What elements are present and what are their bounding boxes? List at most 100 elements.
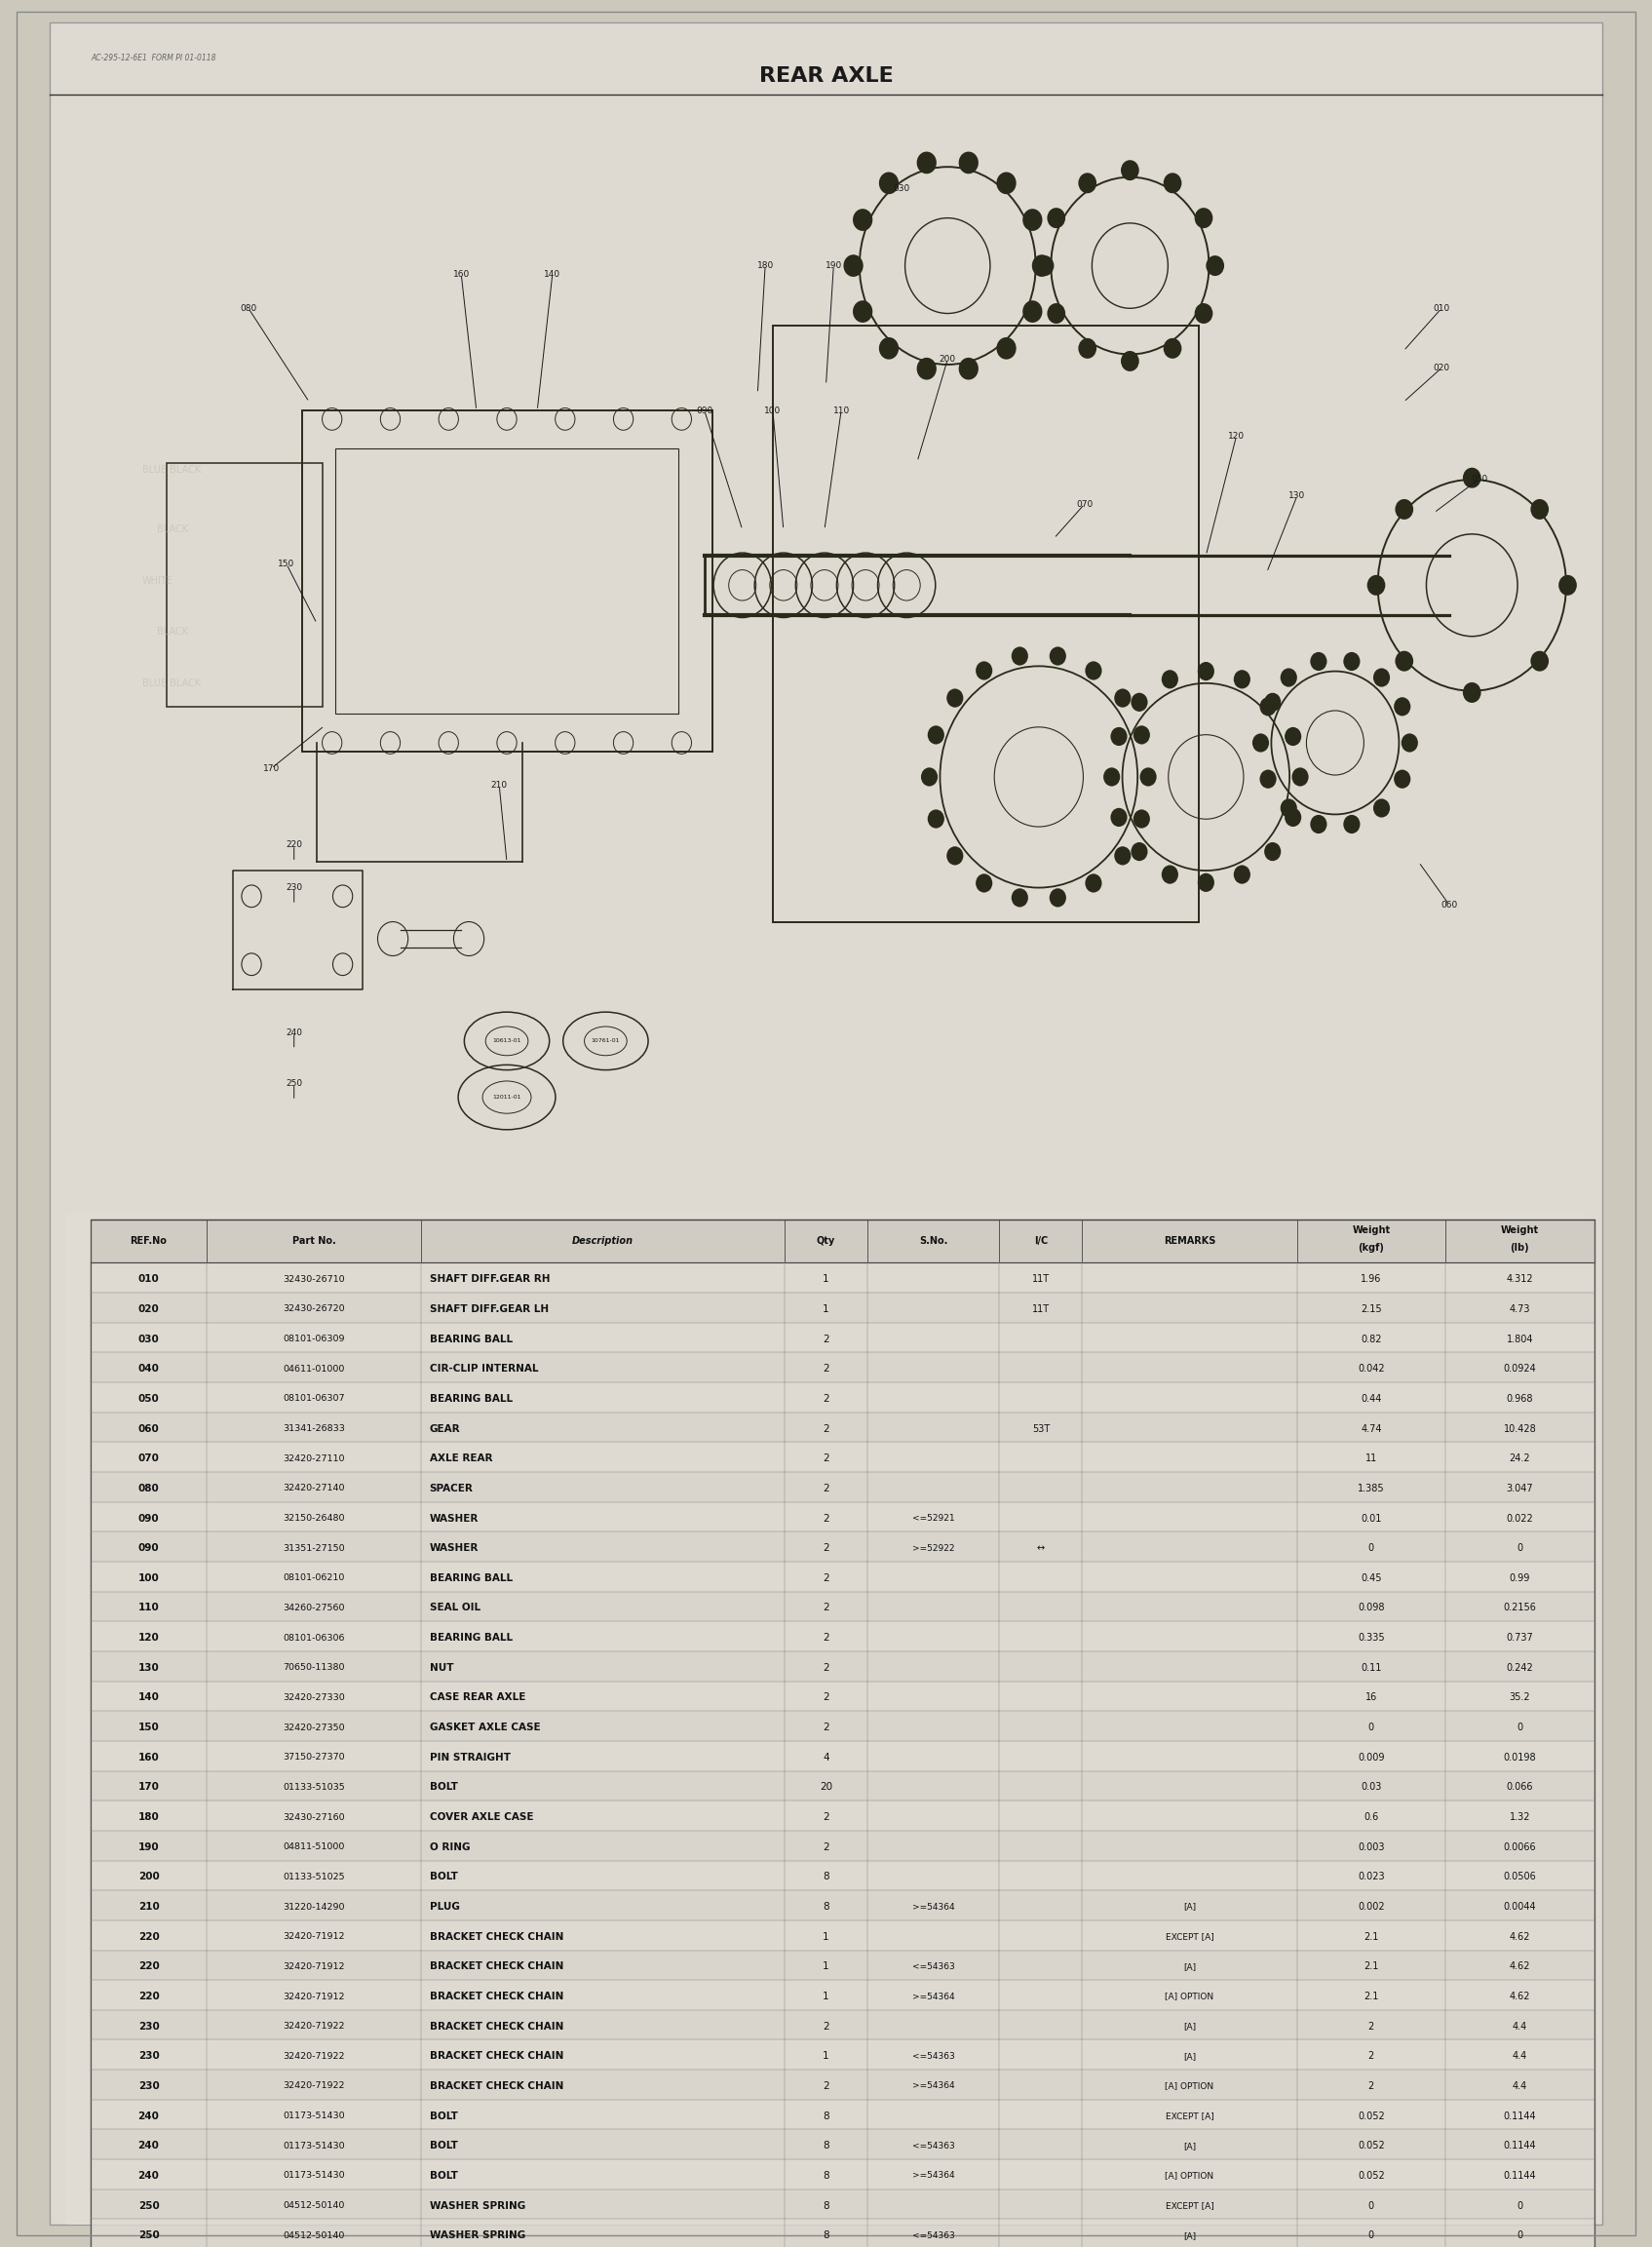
Circle shape [1394, 697, 1411, 717]
FancyBboxPatch shape [91, 1921, 1594, 1950]
Circle shape [1530, 652, 1550, 672]
Text: 2: 2 [1368, 2081, 1374, 2092]
Text: 250: 250 [286, 1079, 302, 1088]
Circle shape [1161, 865, 1178, 883]
Text: 240: 240 [139, 2171, 159, 2180]
FancyBboxPatch shape [91, 1800, 1594, 1831]
Text: 08101-06309: 08101-06309 [282, 1335, 345, 1344]
Text: 08101-06210: 08101-06210 [282, 1573, 345, 1582]
Text: 2.15: 2.15 [1361, 1303, 1381, 1314]
Circle shape [1163, 337, 1181, 360]
Text: <=54363: <=54363 [912, 2231, 955, 2240]
Text: 24.2: 24.2 [1510, 1454, 1530, 1463]
Text: 3.047: 3.047 [1507, 1483, 1533, 1494]
Text: 080: 080 [240, 303, 256, 312]
Text: 120: 120 [139, 1634, 159, 1643]
Text: 10613-01: 10613-01 [492, 1038, 522, 1043]
Text: 070: 070 [1075, 499, 1092, 508]
Text: 31351-27150: 31351-27150 [282, 1544, 345, 1553]
Text: WHITE: WHITE [142, 575, 173, 586]
Text: 32420-71912: 32420-71912 [282, 1962, 345, 1971]
Text: 0.44: 0.44 [1361, 1393, 1381, 1404]
FancyBboxPatch shape [91, 1562, 1594, 1591]
Text: 12011-01: 12011-01 [492, 1094, 522, 1099]
Text: I/C: I/C [1034, 1236, 1047, 1245]
Text: 32420-27350: 32420-27350 [282, 1723, 345, 1732]
Circle shape [1113, 847, 1132, 865]
Text: 0.052: 0.052 [1358, 2171, 1384, 2180]
Text: WASHER SPRING: WASHER SPRING [430, 2200, 525, 2211]
Circle shape [1280, 798, 1297, 818]
Text: BLUE BLACK: BLUE BLACK [142, 679, 202, 688]
Text: 0: 0 [1517, 1723, 1523, 1732]
Circle shape [1110, 728, 1127, 746]
Text: [A]: [A] [1183, 1962, 1196, 1971]
Circle shape [947, 688, 963, 708]
Text: 100: 100 [139, 1573, 159, 1582]
Text: [A] OPTION: [A] OPTION [1165, 2171, 1214, 2180]
Text: 110: 110 [139, 1602, 159, 1613]
Text: AXLE REAR: AXLE REAR [430, 1454, 492, 1463]
Text: 70650-11380: 70650-11380 [282, 1663, 345, 1672]
Circle shape [1373, 798, 1389, 818]
Text: CIR-CLIP INTERNAL: CIR-CLIP INTERNAL [430, 1364, 539, 1373]
Text: ↔: ↔ [1037, 1544, 1044, 1553]
Circle shape [917, 357, 937, 380]
Text: 030: 030 [139, 1335, 159, 1344]
FancyBboxPatch shape [91, 2159, 1594, 2189]
FancyBboxPatch shape [91, 1411, 1594, 1443]
Text: 0.1144: 0.1144 [1503, 2171, 1536, 2180]
Text: 0.002: 0.002 [1358, 1901, 1384, 1912]
Circle shape [1394, 499, 1414, 519]
Circle shape [1373, 667, 1389, 688]
Text: REAR AXLE: REAR AXLE [758, 67, 894, 85]
Circle shape [1343, 816, 1360, 834]
Text: 1: 1 [823, 1962, 829, 1971]
Text: 4.312: 4.312 [1507, 1274, 1533, 1283]
FancyBboxPatch shape [91, 1382, 1594, 1411]
Circle shape [1085, 874, 1102, 892]
Text: (kgf): (kgf) [1358, 1243, 1384, 1254]
Circle shape [1132, 692, 1148, 712]
Text: 0.03: 0.03 [1361, 1782, 1381, 1793]
Text: BEARING BALL: BEARING BALL [430, 1634, 512, 1643]
Text: [A]: [A] [1183, 2052, 1196, 2060]
Text: 090: 090 [139, 1514, 159, 1523]
Circle shape [1394, 652, 1414, 672]
FancyBboxPatch shape [91, 1861, 1594, 1890]
Text: 0.82: 0.82 [1361, 1335, 1381, 1344]
Circle shape [1079, 173, 1097, 193]
Text: WASHER: WASHER [430, 1514, 479, 1523]
Text: 0.242: 0.242 [1507, 1663, 1533, 1672]
Text: SHAFT DIFF.GEAR LH: SHAFT DIFF.GEAR LH [430, 1303, 548, 1314]
Text: 0.99: 0.99 [1510, 1573, 1530, 1582]
Circle shape [1085, 661, 1102, 681]
Text: 210: 210 [491, 782, 507, 789]
Text: 08101-06307: 08101-06307 [282, 1395, 345, 1402]
Text: BEARING BALL: BEARING BALL [430, 1573, 512, 1582]
Text: 8: 8 [823, 2171, 829, 2180]
Text: 8: 8 [823, 2231, 829, 2240]
Text: <=54363: <=54363 [912, 1962, 955, 1971]
Text: Weight: Weight [1500, 1227, 1540, 1236]
Text: 2: 2 [823, 1634, 829, 1643]
Text: 32430-27160: 32430-27160 [282, 1813, 345, 1822]
Text: 35.2: 35.2 [1510, 1692, 1530, 1703]
FancyBboxPatch shape [91, 1980, 1594, 2009]
FancyBboxPatch shape [91, 1443, 1594, 1472]
Text: 140: 140 [139, 1692, 159, 1703]
FancyBboxPatch shape [91, 1741, 1594, 1771]
Text: 1: 1 [823, 1991, 829, 2002]
Text: [A]: [A] [1183, 2231, 1196, 2240]
Text: [A]: [A] [1183, 2022, 1196, 2031]
Text: 2: 2 [823, 1393, 829, 1404]
Text: 220: 220 [139, 1932, 159, 1941]
Text: BRACKET CHECK CHAIN: BRACKET CHECK CHAIN [430, 1962, 563, 1971]
Text: 0.2156: 0.2156 [1503, 1602, 1536, 1613]
Text: CASE REAR AXLE: CASE REAR AXLE [430, 1692, 525, 1703]
Text: 01173-51430: 01173-51430 [282, 2141, 345, 2150]
Text: 2: 2 [823, 1723, 829, 1732]
Text: 01173-51430: 01173-51430 [282, 2171, 345, 2180]
Text: BRACKET CHECK CHAIN: BRACKET CHECK CHAIN [430, 2052, 563, 2060]
Text: 0.009: 0.009 [1358, 1753, 1384, 1762]
